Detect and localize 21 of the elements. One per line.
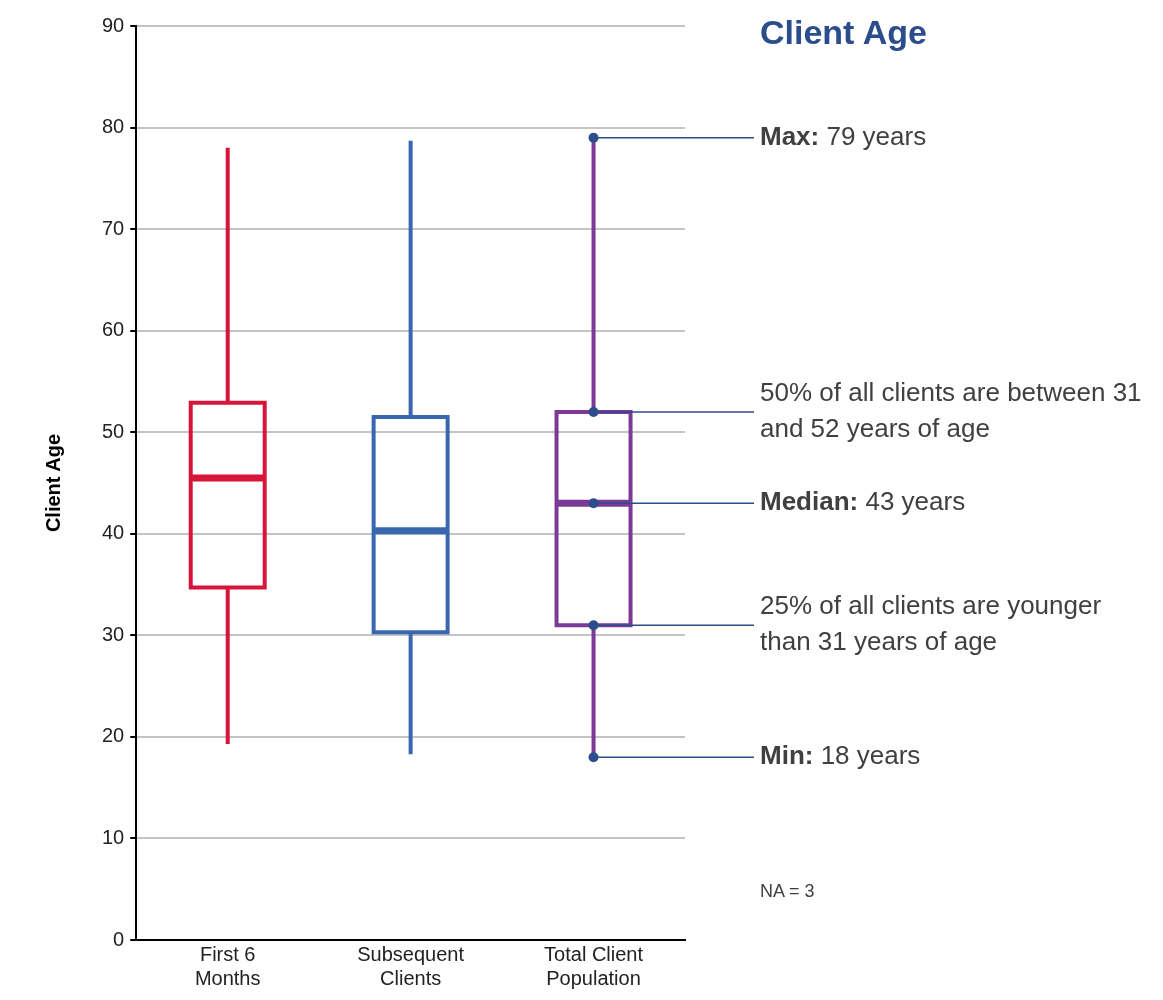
x-tick-label: Subsequent Clients <box>357 942 465 989</box>
x-tick-label: Total Client Population <box>544 942 644 989</box>
y-tick-label: 40 <box>102 521 125 544</box>
x-tick-label: First 6 Months <box>194 942 261 989</box>
annotation: 50% of all clients are between 31 and 52 years of age <box>760 377 1142 444</box>
y-tick-label: 30 <box>102 622 125 645</box>
annotation: Min: 18 years <box>760 740 921 771</box>
y-tick-label: 20 <box>102 724 125 747</box>
y-tick-label: 0 <box>113 927 125 950</box>
y-axis-title: Client Age <box>760 13 927 52</box>
y-tick-label: 60 <box>102 318 125 341</box>
y-tick-label: 90 <box>102 13 125 36</box>
y-tick-label: 80 <box>102 115 125 138</box>
text: NA = 3 <box>760 880 815 901</box>
y-tick-label: 70 <box>102 216 125 239</box>
annotation: 25% of all clients are younger than 31 years of age <box>760 590 1102 657</box>
annotation: Median: 43 years <box>760 486 966 517</box>
y-tick-label: 10 <box>102 825 125 848</box>
y-tick-label: 50 <box>102 419 125 442</box>
text: Client Age <box>41 433 64 533</box>
annotation: Max: 79 years <box>760 120 927 151</box>
